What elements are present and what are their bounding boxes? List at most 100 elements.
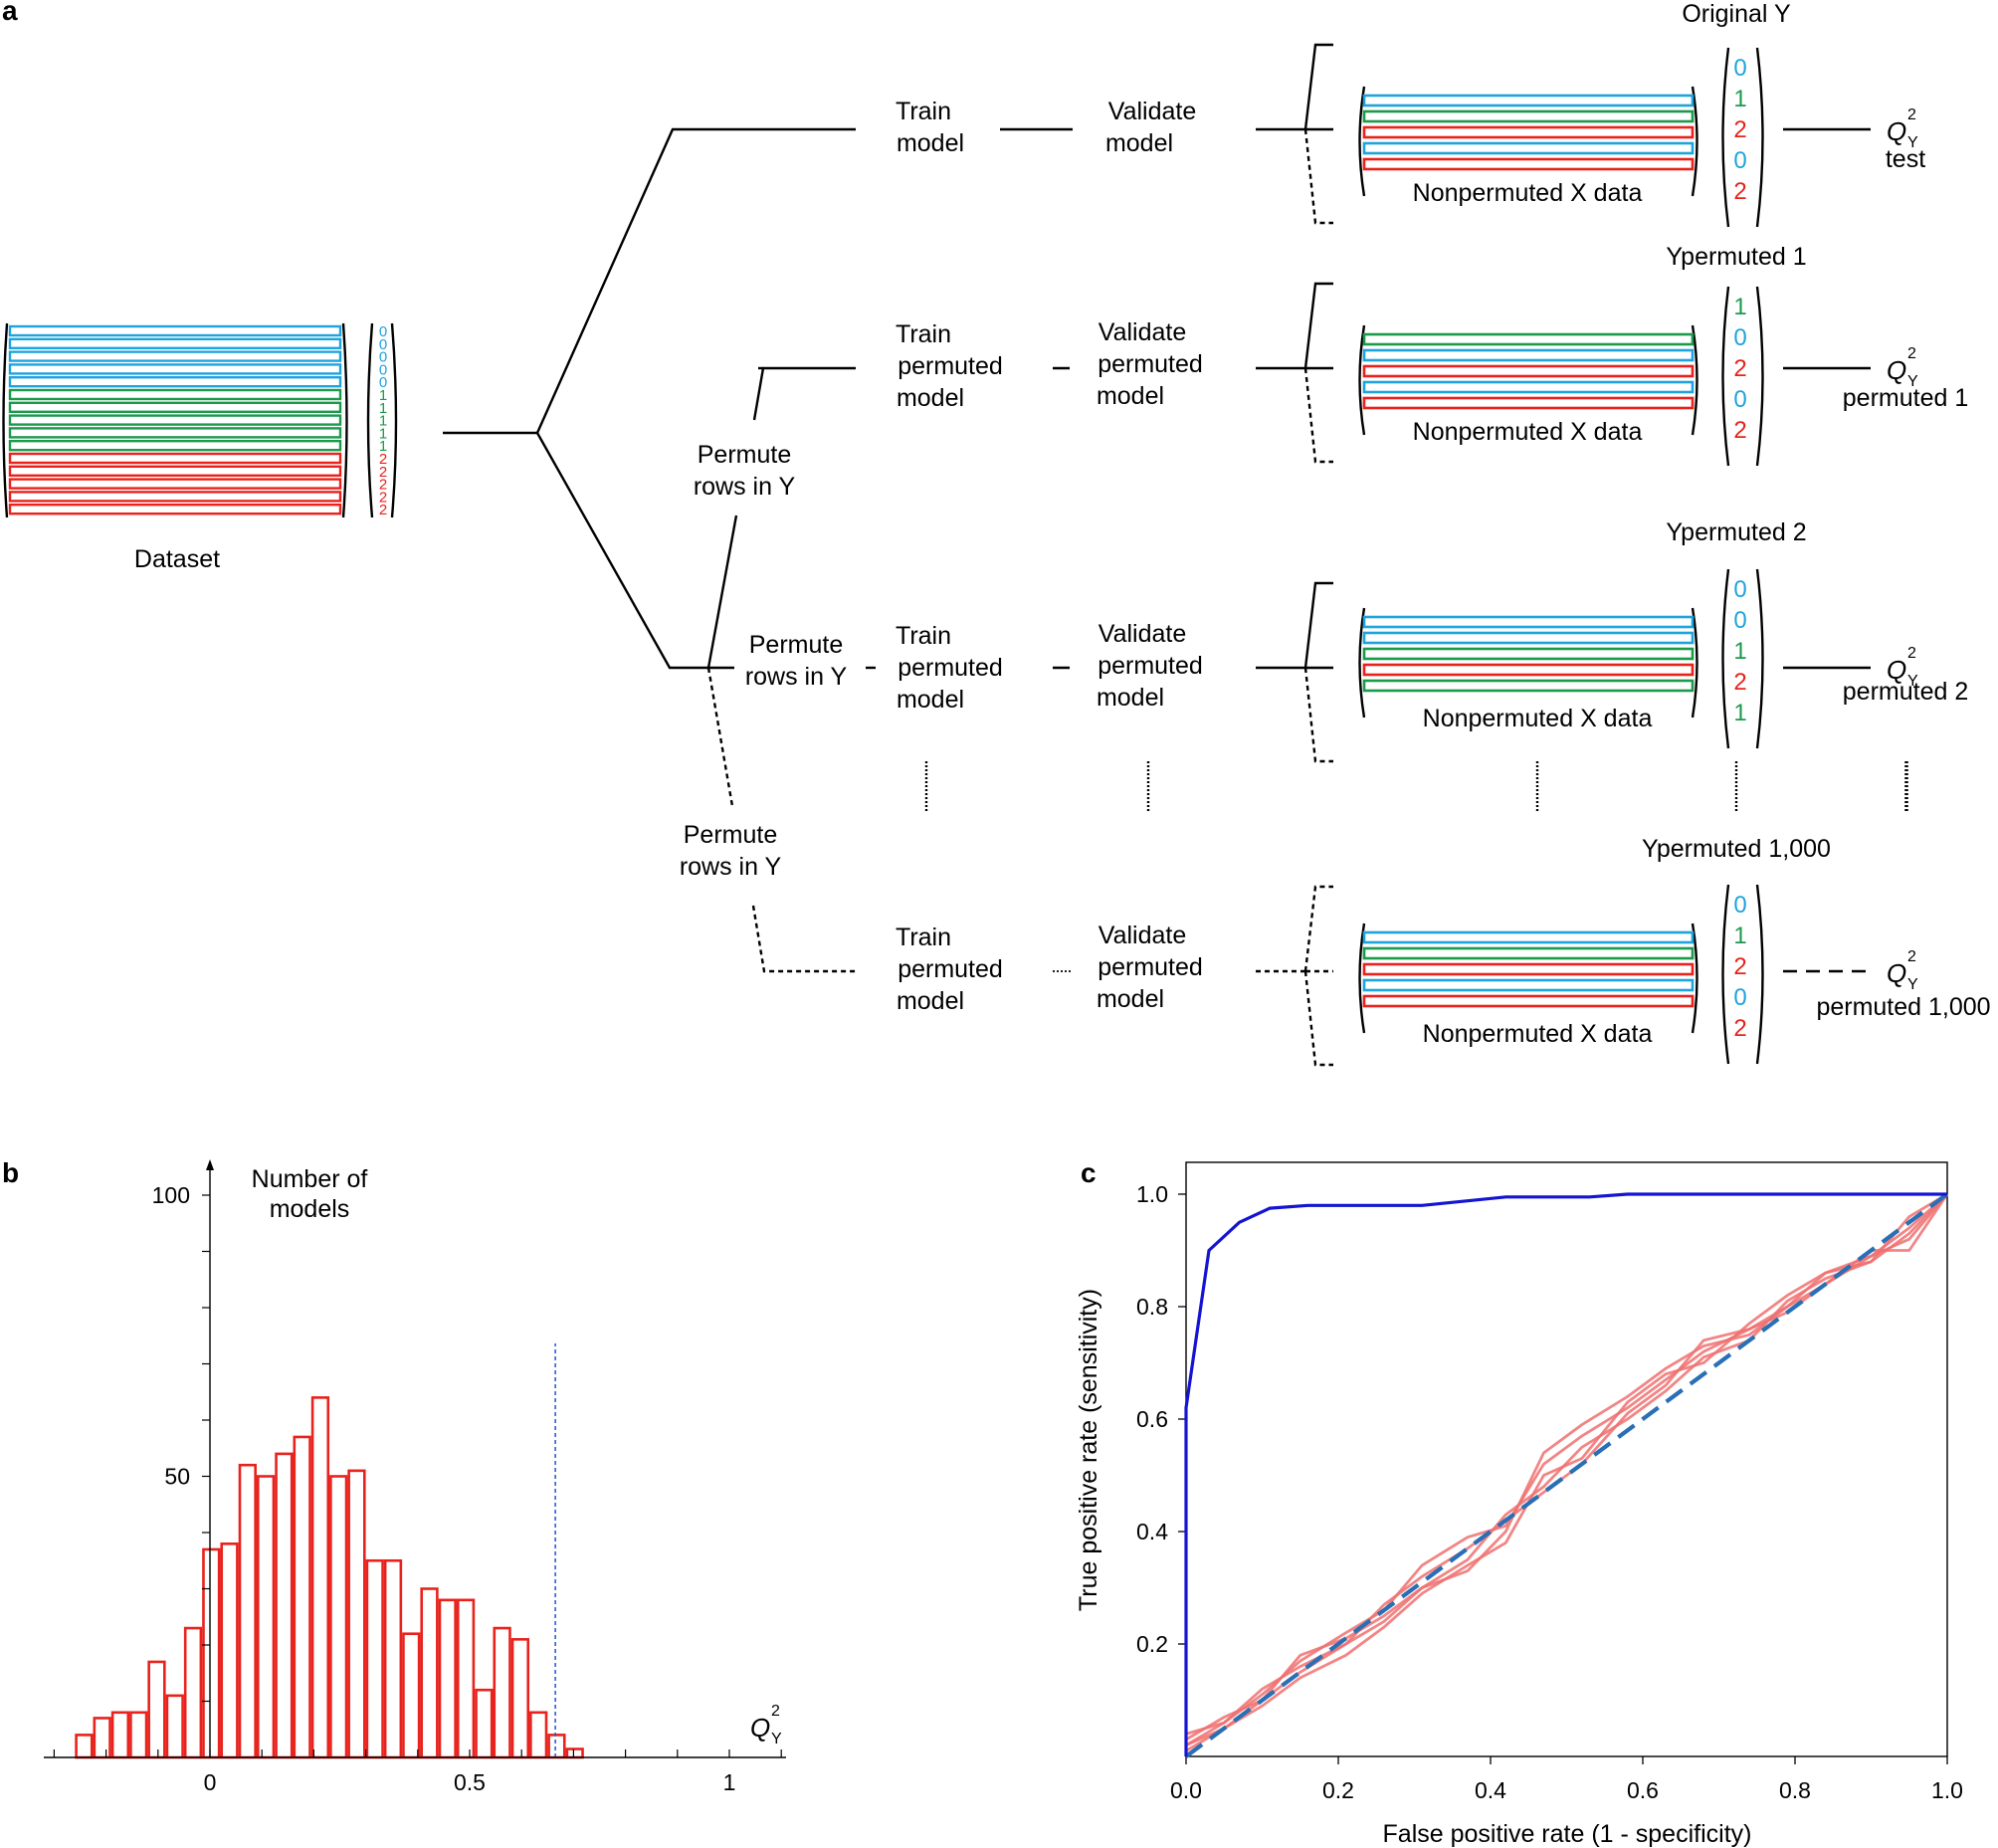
y-value: 1 bbox=[1733, 700, 1746, 726]
x-tick-label: 1.0 bbox=[1931, 1777, 1963, 1803]
x-tick-label: 0.6 bbox=[1627, 1777, 1659, 1803]
x-tick-label: 0.8 bbox=[1779, 1777, 1811, 1803]
dataset-row bbox=[8, 363, 342, 375]
roc-plot: 0.0 0.2 0.2 0.4 0.4 0.6 0.6 0.8 0.8 1.0 1.0 bbox=[1136, 1161, 1963, 1803]
validate-label-1: Validate bbox=[1099, 922, 1187, 949]
histogram-bar bbox=[493, 1626, 511, 1759]
row-title: Ypermuted 2 bbox=[1666, 518, 1806, 546]
dataset-row bbox=[8, 324, 342, 337]
q-superscript: 2 bbox=[1907, 106, 1916, 123]
dataset-y-value: 0 bbox=[379, 323, 387, 340]
brace-upper bbox=[1303, 43, 1333, 130]
histogram-bar bbox=[565, 1747, 584, 1759]
y-axis-arrow bbox=[206, 1159, 214, 1170]
roc-chance-line bbox=[1184, 1192, 1949, 1758]
y-value: 1 bbox=[1733, 638, 1746, 665]
xdata-row bbox=[1362, 157, 1695, 171]
xdata-row bbox=[1362, 380, 1695, 394]
xdata-label: Nonpermuted X data bbox=[1423, 705, 1653, 732]
q-subtitle: permuted 2 bbox=[1843, 678, 1968, 706]
x-tick-label: 0.4 bbox=[1475, 1777, 1506, 1803]
hist-ylabel-2: models bbox=[270, 1195, 350, 1223]
roc-permuted-curve bbox=[1185, 1192, 1948, 1746]
permute-label-1a: Permute bbox=[698, 441, 791, 469]
permute-label-2a: Permute bbox=[749, 631, 843, 659]
dataset-label: Dataset bbox=[134, 545, 220, 573]
dataset-bracket-left bbox=[2, 322, 9, 518]
matrix-bracket-left bbox=[1358, 86, 1366, 197]
row-title: Original Y bbox=[1682, 0, 1791, 28]
matrix-bracket-right bbox=[1691, 324, 1698, 436]
xdata-row bbox=[1362, 978, 1695, 992]
y-value: 0 bbox=[1733, 607, 1746, 634]
y-value: 1 bbox=[1733, 923, 1746, 949]
xdata-row bbox=[1362, 930, 1695, 944]
y-value: 2 bbox=[1733, 116, 1746, 143]
train-label-2: permuted bbox=[898, 955, 1003, 983]
row-title: Ypermuted 1 bbox=[1666, 243, 1806, 271]
dataset-row bbox=[8, 414, 342, 426]
q-subscript: Y bbox=[1907, 134, 1918, 151]
validate-label-1: Validate bbox=[1108, 98, 1197, 125]
xdata-label: Nonpermuted X data bbox=[1423, 1020, 1653, 1048]
q-superscript: 2 bbox=[1907, 345, 1916, 362]
histogram-bar bbox=[547, 1734, 566, 1759]
brace-upper bbox=[1303, 885, 1333, 972]
y-value: 2 bbox=[1733, 953, 1746, 980]
dataset-y-bracket-left bbox=[366, 322, 374, 518]
xdata-row bbox=[1362, 94, 1695, 107]
histogram-bar bbox=[183, 1626, 203, 1759]
q-subtitle: permuted 1,000 bbox=[1816, 993, 1990, 1021]
validate-label-1: Validate bbox=[1099, 318, 1187, 346]
xdata-row bbox=[1362, 141, 1695, 155]
hist-ylabel-1: Number of bbox=[252, 1165, 368, 1193]
y-value: 0 bbox=[1733, 576, 1746, 603]
xdata-row bbox=[1362, 396, 1695, 410]
permute-label-2b: rows in Y bbox=[745, 663, 848, 691]
roc-xlabel: False positive rate (1 - specificity) bbox=[1383, 1820, 1752, 1848]
y-value: 2 bbox=[1733, 178, 1746, 205]
dataset-y-value: 0 bbox=[379, 361, 387, 378]
matrix-bracket-right bbox=[1691, 86, 1698, 197]
q-subtitle: test bbox=[1886, 145, 1925, 173]
y-tick-label: 100 bbox=[152, 1182, 190, 1208]
q-subscript: Y bbox=[1907, 373, 1918, 390]
brace-lower bbox=[1303, 128, 1333, 225]
dataset-y-value: 1 bbox=[379, 425, 387, 442]
roc-ylabel: True positive rate (sensitivity) bbox=[1075, 1289, 1102, 1611]
dataset-bracket-right bbox=[341, 322, 348, 518]
dataset-y-value: 2 bbox=[379, 489, 387, 506]
dataset-row bbox=[8, 350, 342, 362]
train-label-3: model bbox=[897, 987, 964, 1015]
y-value: 0 bbox=[1733, 147, 1746, 174]
pipeline-row-permuted-2: Ypermuted 2 Train permuted model Validat… bbox=[896, 518, 1968, 732]
x-tick-label: 0.2 bbox=[1322, 1777, 1354, 1803]
validate-label-2: model bbox=[1105, 129, 1173, 157]
x-tick-label: 0.5 bbox=[454, 1769, 486, 1795]
q-subscript: Y bbox=[1907, 976, 1918, 993]
histogram-bar bbox=[365, 1558, 384, 1759]
histogram-bar bbox=[93, 1717, 111, 1759]
q-symbol: Q bbox=[1887, 355, 1906, 385]
panel-c: c 0.0 0.2 0.2 0.4 0.4 0.6 0.6 0.8 0.8 1.0 1.0 Fals… bbox=[1075, 1157, 1963, 1848]
histogram-bar bbox=[238, 1463, 257, 1759]
brace-lower bbox=[1303, 667, 1333, 763]
xdata-row bbox=[1362, 125, 1695, 139]
y-value: 1 bbox=[1733, 294, 1746, 320]
validate-label-2: permuted bbox=[1098, 652, 1203, 680]
train-label-3: model bbox=[897, 384, 964, 412]
histogram-bar bbox=[220, 1542, 239, 1759]
xdata-row bbox=[1362, 647, 1695, 661]
histogram-axes: 0 0.5 1 50 100 bbox=[44, 1159, 786, 1795]
dataset-y-value: 1 bbox=[379, 438, 387, 455]
matrix-bracket-right bbox=[1691, 923, 1698, 1034]
pipeline-row-original: Original Y Train model Validate model No… bbox=[896, 0, 1925, 207]
hist-xlabel: Q 2 Y bbox=[750, 1703, 782, 1747]
x-tick-label: 1 bbox=[723, 1769, 736, 1795]
train-label-2: model bbox=[897, 129, 964, 157]
xdata-row bbox=[1362, 615, 1695, 629]
xdata-row bbox=[1362, 109, 1695, 123]
